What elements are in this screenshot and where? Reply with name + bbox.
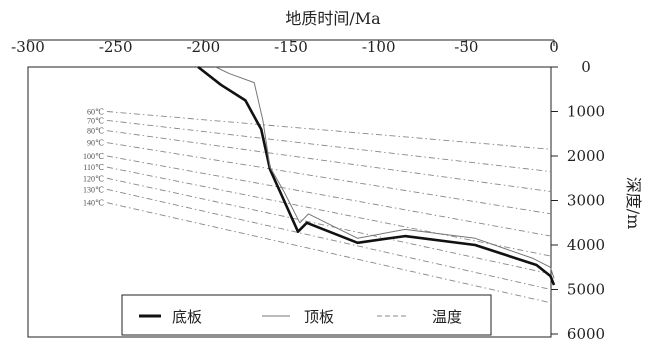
isotherm-line [106, 166, 552, 257]
x-tick-label: -100 [362, 38, 396, 56]
y-tick-label: 4000 [567, 236, 605, 254]
legend-label-temp: 温度 [432, 308, 462, 326]
isotherm-line [106, 202, 552, 304]
series-line-roof [215, 66, 555, 279]
legend-box [121, 294, 492, 336]
plot-frame [27, 66, 552, 338]
isotherm-line [106, 142, 552, 215]
isotherm-lines: 60℃70℃ 80℃ 90℃ 100℃ 110℃ 120℃ 130℃ 140℃ [83, 108, 552, 304]
isotherm-label: 80℃ [87, 127, 104, 136]
isotherm-label: 100℃ [83, 152, 104, 161]
isotherm-line [106, 111, 552, 150]
legend: 底板 顶板 温度 [121, 294, 492, 336]
x-axis: -300 -250 -200 -150 -100 -50 0 [11, 38, 559, 56]
series-line-floor [197, 65, 556, 286]
y-tick-label: 2000 [567, 147, 605, 165]
y-tick-label: 6000 [567, 325, 605, 343]
isotherm-line [106, 177, 552, 275]
y-axis-title: 深度/m [624, 177, 643, 230]
x-tick-label: -250 [99, 38, 133, 56]
legend-label-floor: 底板 [172, 308, 202, 326]
isotherm-label: 130℃ [83, 185, 104, 194]
x-tick-label: -200 [186, 38, 220, 56]
isotherm-line [106, 155, 552, 237]
y-tick-label: 5000 [567, 281, 605, 299]
isotherm-line [106, 188, 552, 290]
isotherm-line [106, 119, 552, 173]
y-tick-label: 3000 [567, 192, 605, 210]
isotherm-label: 120℃ [83, 174, 104, 183]
isotherm-label: 70℃ [87, 116, 104, 125]
x-tick-label: -150 [274, 38, 308, 56]
x-axis-title: 地质时间/Ma [285, 9, 381, 28]
x-tick-label: 0 [549, 38, 559, 56]
legend-label-roof: 顶板 [304, 308, 334, 326]
isotherm-line [106, 130, 552, 193]
y-axis: 0 1000 2000 3000 4000 5000 6000 [551, 58, 605, 343]
isotherm-label: 110℃ [83, 163, 104, 172]
isotherm-label: 140℃ [83, 199, 104, 208]
isotherm-label: 90℃ [87, 139, 104, 148]
series-lines [197, 65, 556, 286]
isotherm-label: 60℃ [87, 108, 104, 117]
y-tick-label: 0 [581, 58, 591, 76]
x-tick-label: -300 [11, 38, 45, 56]
x-tick-label: -50 [454, 38, 478, 56]
y-tick-label: 1000 [567, 103, 605, 121]
